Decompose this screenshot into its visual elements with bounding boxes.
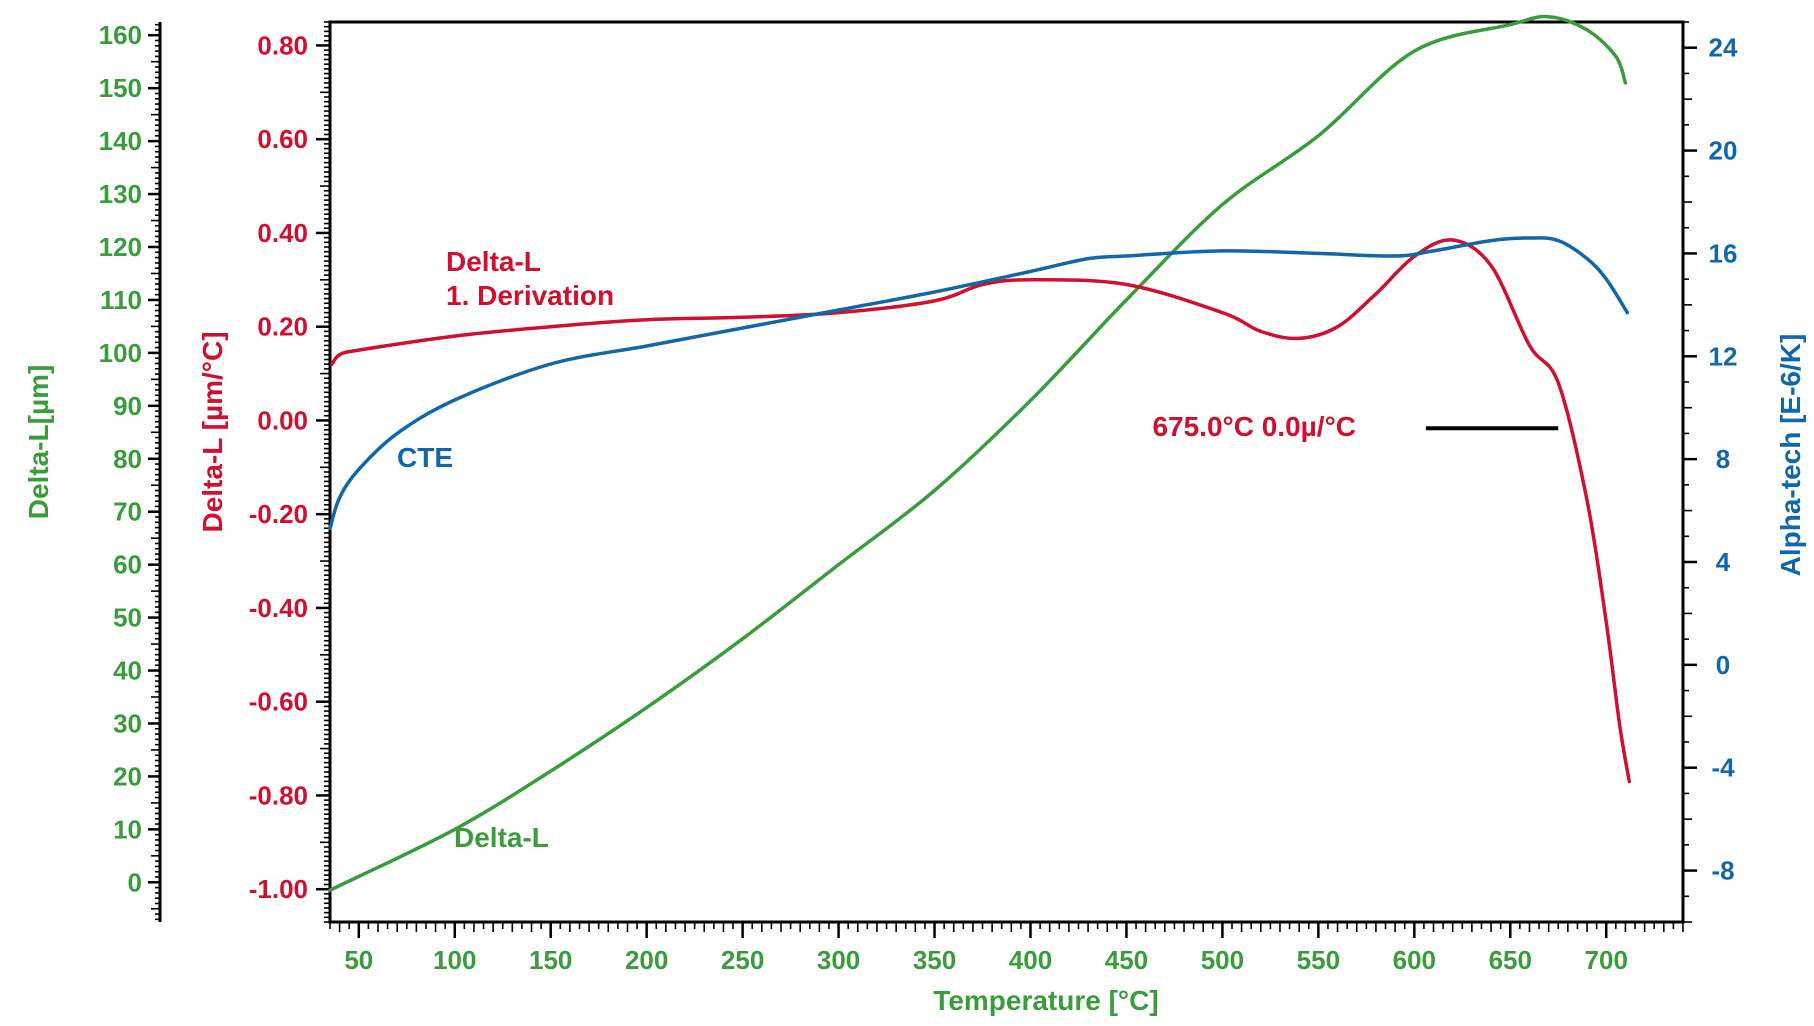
x-tick-label: 400 (1009, 945, 1052, 975)
right-axis-title: Alpha-tech [E-6/K] (1775, 334, 1806, 577)
x-tick-label: 600 (1393, 945, 1436, 975)
derivative-series-line (330, 238, 1632, 784)
left-inner-tick-label: -0.80 (249, 780, 308, 810)
left-outer-tick-label: 50 (113, 603, 142, 633)
left-outer-tick-label: 70 (113, 497, 142, 527)
x-tick-label: 700 (1585, 945, 1628, 975)
derivation-annotation-line1: Delta-L (446, 246, 541, 277)
left-outer-axis: 0 10 20 30 40 50 60 70 80 90 100 110 120 130 140 150 160 (99, 20, 162, 922)
right-tick-label: 12 (1709, 341, 1738, 371)
left-outer-tick-label: 30 (113, 708, 142, 738)
right-tick-label: 20 (1709, 136, 1738, 166)
delta-l-annotation: Delta-L (454, 822, 549, 853)
x-tick-label: 500 (1201, 945, 1244, 975)
x-tick-label: 550 (1297, 945, 1340, 975)
right-tick-label: 0 (1716, 650, 1730, 680)
x-tick-label: 450 (1105, 945, 1148, 975)
derivation-annotation-line2: 1. Derivation (446, 280, 614, 311)
left-inner-axis-title: Delta-L [µm/°C] (197, 331, 228, 532)
left-outer-axis-title: Delta-L[µm] (23, 365, 54, 520)
left-outer-tick-label: 10 (113, 814, 142, 844)
plot-frame (328, 20, 1685, 924)
x-tick-label: 150 (529, 945, 572, 975)
right-tick-label: -8 (1711, 856, 1734, 886)
left-outer-tick-label: 110 (100, 285, 142, 315)
left-outer-tick-label: 90 (113, 391, 142, 421)
x-tick-label: 650 (1489, 945, 1532, 975)
left-inner-tick-label: 0.00 (257, 405, 308, 435)
left-outer-tick-label: 140 (99, 126, 142, 156)
x-tick-label: 200 (625, 945, 668, 975)
left-inner-tick-label: -0.40 (249, 593, 308, 623)
left-outer-tick-label: 80 (113, 444, 142, 474)
left-inner-tick-label: 0.40 (257, 218, 308, 248)
left-outer-tick-label: 60 (113, 550, 142, 580)
left-inner-tick-label: 0.60 (257, 124, 308, 154)
right-tick-label: 24 (1709, 33, 1738, 63)
x-axis-title: Temperature [°C] (933, 985, 1158, 1016)
plot-border (328, 20, 1685, 924)
right-tick-label: -4 (1711, 753, 1735, 783)
left-inner-tick-label: -0.20 (249, 499, 308, 529)
left-outer-tick-label: 40 (113, 656, 142, 686)
left-inner-tick-label: -0.60 (249, 687, 308, 717)
x-axis: 50 100 150 200 250 300 350 400 450 500 550 600 650 70… (329, 922, 1684, 975)
right-tick-label: 4 (1716, 547, 1731, 577)
right-tick-label: 8 (1716, 444, 1730, 474)
right-tick-label: 16 (1709, 238, 1738, 268)
x-tick-label: 100 (433, 945, 476, 975)
left-outer-tick-label: 150 (99, 73, 142, 103)
x-tick-label: 300 (817, 945, 860, 975)
left-outer-tick-label: 100 (99, 338, 142, 368)
left-outer-tick-label: 0 (128, 867, 142, 897)
left-inner-tick-label: 0.80 (257, 30, 308, 60)
left-inner-tick-label: 0.20 (257, 312, 308, 342)
x-tick-label: 350 (913, 945, 956, 975)
x-tick-label: 250 (721, 945, 764, 975)
left-outer-tick-label: 160 (99, 20, 142, 50)
cte-series-line (328, 236, 1630, 531)
left-inner-tick-label: -1.00 (249, 874, 308, 904)
left-inner-axis: 0.80 0.60 0.40 0.20 0.00 -0.20 -0.40 -0.60 -0.80… (249, 21, 330, 923)
cte-annotation: CTE (397, 442, 453, 473)
left-outer-tick-label: 130 (99, 179, 142, 209)
left-outer-tick-label: 120 (99, 232, 142, 262)
right-axis: 24 20 16 12 8 4 0 -4 -8 (1683, 21, 1738, 923)
delta-l-series-line (328, 14, 1628, 892)
marker-annotation: 675.0°C 0.0µ/°C (1152, 411, 1356, 442)
left-outer-tick-label: 20 (113, 761, 142, 791)
series-layer (328, 14, 1632, 892)
x-tick-label: 50 (344, 945, 373, 975)
